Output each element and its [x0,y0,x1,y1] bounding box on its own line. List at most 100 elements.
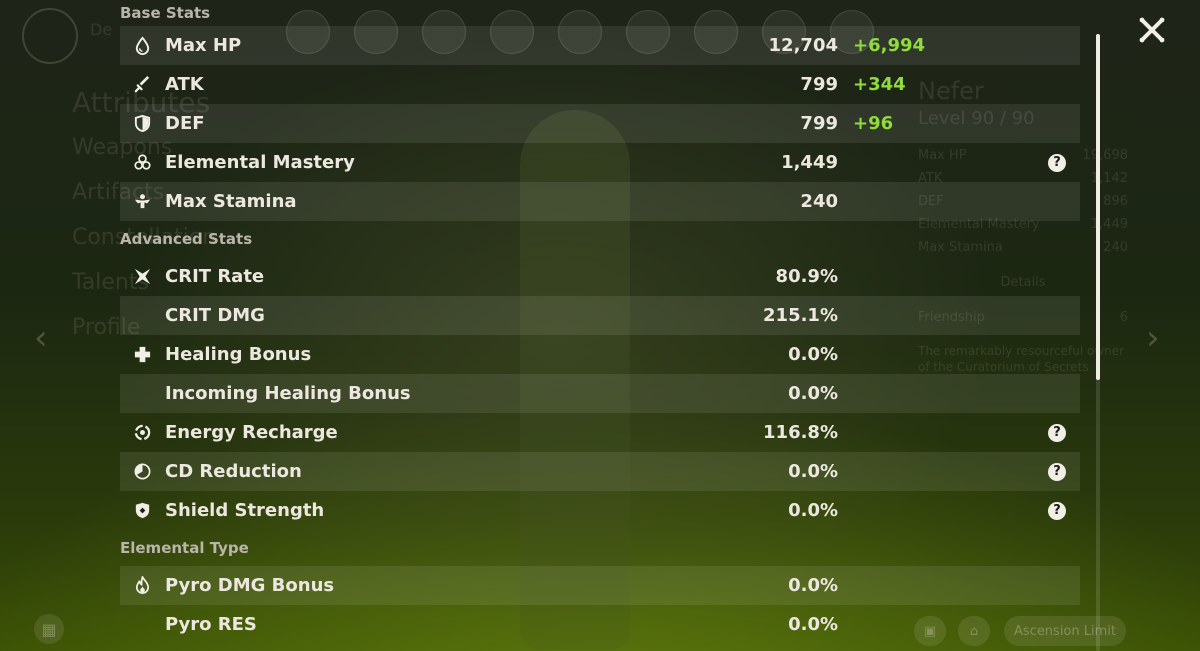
friendship-row: Friendship 6 [918,310,1128,325]
stat-value: 799 [800,74,838,95]
stat-label: Pyro DMG Bonus [165,575,335,596]
stat-label: ATK [165,74,204,95]
stat-row-atk: ATK 799 +344 [120,65,1080,104]
stat-label: Energy Recharge [165,422,338,443]
stat-row-cd-reduction: CD Reduction 0.0%? [120,452,1080,491]
help-icon[interactable]: ? [1048,462,1066,481]
previous-arrow-icon: ‹ [34,318,48,358]
stat-row-energy-recharge: Energy Recharge 116.8%? [120,413,1080,452]
stat-row-pyro-res: Pyro RES 0.0% [120,605,1080,644]
character-name: Nefer [918,77,984,105]
stat-label: Elemental Mastery [165,152,355,173]
stat-row-healing-bonus: Healing Bonus 0.0% [120,335,1080,374]
next-arrow-icon: › [1146,318,1160,358]
bg-button-icon: ⌂ [958,616,990,646]
crit-rate-icon [120,267,165,286]
cd-reduction-icon [120,462,165,481]
stat-row-crit-rate: CRIT Rate 80.9% [120,257,1080,296]
ascension-limit-button: Ascension Limit [1004,616,1126,646]
elemental-mastery-icon [120,153,165,172]
stat-bonus: +96 [853,113,894,134]
stat-row-max-hp: Max HP 12,704 +6,994 [120,26,1080,65]
stat-label: Shield Strength [165,500,325,521]
stat-label: Incoming Healing Bonus [165,383,411,404]
grid-menu-icon: ▦ [34,614,64,644]
stat-row-crit-dmg: CRIT DMG 215.1% [120,296,1080,335]
stat-value: 0.0% [788,344,838,365]
stat-label: Pyro RES [165,614,257,635]
shield-strength-icon [120,501,165,520]
close-button[interactable] [1136,14,1168,46]
stat-value: 0.0% [788,500,838,521]
avatar [422,10,466,54]
stat-row-shield-strength: Shield Strength 0.0%? [120,491,1080,530]
nav-item-weapons: Weapons [72,135,173,160]
stat-bonus: +344 [853,74,906,95]
section-header-elemental-type: Elemental Type [120,539,249,557]
hp-drop-icon [120,36,165,55]
stat-value: 0.0% [788,461,838,482]
stat-label: CD Reduction [165,461,302,482]
stat-value: 80.9% [775,266,838,287]
stat-label: DEF [165,113,205,134]
character-avatar-strip [286,10,874,54]
character-description: The remarkably resourceful owner of the … [918,344,1125,374]
stat-value: 0.0% [788,614,838,635]
sword-icon [120,75,165,94]
stat-row-pyro-dmg-bonus: Pyro DMG Bonus 0.0% [120,566,1080,605]
nav-item-attributes: Attributes [72,86,211,119]
stat-value: 799 [800,113,838,134]
avatar [354,10,398,54]
character-figure [520,110,630,650]
stat-row-def: DEF 799 +96 [120,104,1080,143]
pyro-icon [120,576,165,595]
character-level: Level 90 / 90 [918,108,1035,129]
attributes-details-panel: Base Stats Max HP 12,704 +6,994 ATK 799 +344 DE… [120,0,1080,644]
stat-value: 215.1% [763,305,838,326]
stat-value: 116.8% [763,422,838,443]
help-icon[interactable]: ? [1048,153,1066,172]
scrollbar-thumb[interactable] [1096,34,1100,380]
stat-bonus: +6,994 [853,35,926,56]
menu-emblem-icon [22,8,78,64]
section-header-advanced-stats: Advanced Stats [120,230,253,248]
healing-cross-icon [120,345,165,364]
bg-stat-row: DEF 896 [918,194,1128,209]
avatar [694,10,738,54]
stat-row-elemental-mastery: Elemental Mastery 1,449? [120,143,1080,182]
stat-label: Healing Bonus [165,344,312,365]
bg-stat-row: Elemental Mastery 1,449 [918,217,1128,232]
stat-value: 0.0% [788,383,838,404]
stat-label: Max Stamina [165,191,297,212]
energy-recharge-icon [120,423,165,442]
background-header-title: De [90,20,113,39]
nav-item-profile: Profile [72,315,141,340]
bg-stat-row: Max Stamina 240 [918,240,1128,255]
bg-button-icon: ▣ [914,616,946,646]
avatar [490,10,534,54]
background-nav: Attributes Weapons Artifacts Constellati… [72,80,216,350]
stat-value: 12,704 [768,35,838,56]
avatar [558,10,602,54]
stat-label: Max HP [165,35,242,56]
help-icon[interactable]: ? [1048,423,1066,442]
bg-stat-row: ATK 1,142 [918,171,1128,186]
avatar [626,10,670,54]
stat-row-incoming-healing-bonus: Incoming Healing Bonus 0.0% [120,374,1080,413]
close-icon [1139,17,1165,43]
help-icon[interactable]: ? [1048,501,1066,520]
stat-label: CRIT DMG [165,305,265,326]
avatar [762,10,806,54]
nav-item-constellation: Constellation [72,225,217,250]
stat-label: CRIT Rate [165,266,265,287]
stat-value: 240 [800,191,838,212]
shield-half-icon [120,114,165,133]
background-character-info: Nefer Level 90 / 90 Max HP 19,698 ATK 1,14… [918,77,1128,375]
stamina-icon [120,192,165,211]
details-label: Details [1000,275,1046,290]
stat-row-max-stamina: Max Stamina 240 [120,182,1080,221]
stat-value: 0.0% [788,575,838,596]
stat-value: 1,449 [781,152,838,173]
bg-stat-row: Max HP 19,698 [918,148,1128,163]
